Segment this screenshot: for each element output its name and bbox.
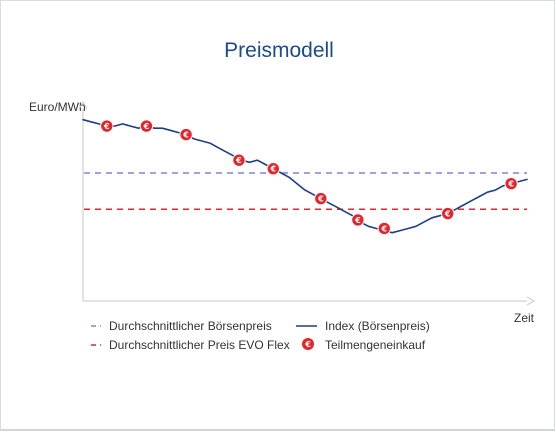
y-axis-arrow <box>78 100 88 110</box>
axes <box>78 100 536 306</box>
euro-icon: € <box>103 122 110 131</box>
teilmengeneinkauf-marker-circle <box>232 153 246 167</box>
legend: Durchschnittlicher Börsenpreis Index (Bö… <box>91 319 430 352</box>
teilmengeneinkauf-marker-circle <box>139 119 154 133</box>
euro-icon: € <box>269 165 276 174</box>
y-axis-label: Euro/MWh <box>29 100 86 114</box>
teilmengeneinkauf-marker-circle <box>441 206 455 221</box>
chart-title: Preismodell <box>224 39 334 62</box>
legend-item-evo-flex: Durchschnittlicher Preis EVO Flex <box>91 338 290 352</box>
legend-item-durchschnittlicher-boersenpreis: Durchschnittlicher Börsenpreis <box>91 319 272 333</box>
euro-icon: € <box>444 210 451 219</box>
teilmengeneinkauf-marker: € <box>179 127 193 142</box>
teilmengeneinkauf-marker-circle <box>100 119 114 133</box>
euro-icon: € <box>182 131 189 140</box>
series-layer <box>82 118 528 234</box>
euro-icon: € <box>143 122 150 131</box>
teilmengeneinkauf-marker-circle <box>314 191 328 206</box>
legend-label-evo-flex: Durchschnittlicher Preis EVO Flex <box>109 338 290 352</box>
teilmengeneinkauf-marker: € <box>504 176 518 191</box>
legend-item-teilmengeneinkauf: € Teilmengeneinkauf <box>302 338 426 352</box>
legend-item-index: Index (Börsenpreis) <box>296 319 430 333</box>
teilmengeneinkauf-marker-circle <box>266 162 280 176</box>
teilmengeneinkauf-marker: € <box>139 119 154 133</box>
legend-label-teilmengeneinkauf: Teilmengeneinkauf <box>325 338 426 352</box>
euro-icon: € <box>507 180 514 189</box>
legend-symbol-teilmengeneinkauf <box>302 338 314 350</box>
teilmengeneinkauf-marker-circle <box>351 213 365 227</box>
teilmengeneinkauf-marker: € <box>266 162 280 176</box>
teilmengeneinkauf-marker: € <box>232 153 246 167</box>
teilmengeneinkauf-marker: € <box>314 191 328 206</box>
euro-icon: € <box>380 224 387 233</box>
marker-layer: € € € € € € € € € € <box>100 119 518 236</box>
teilmengeneinkauf-marker-circle <box>377 221 391 236</box>
legend-label-avg-boersenpreis: Durchschnittlicher Börsenpreis <box>109 319 272 333</box>
legend-label-index: Index (Börsenpreis) <box>325 319 430 333</box>
teilmengeneinkauf-marker: € <box>377 221 391 236</box>
teilmengeneinkauf-marker: € <box>441 206 455 221</box>
euro-icon: € <box>354 216 361 225</box>
teilmengeneinkauf-marker: € <box>100 119 114 133</box>
teilmengeneinkauf-marker-circle <box>504 176 518 191</box>
x-axis-label: Zeit <box>514 311 535 325</box>
index-series-line <box>82 118 528 234</box>
euro-icon: € <box>235 156 242 165</box>
euro-icon: € <box>317 195 324 204</box>
x-axis-arrow <box>526 296 536 306</box>
teilmengeneinkauf-marker: € <box>351 213 365 227</box>
legend-euro-icon: € <box>304 340 311 349</box>
teilmengeneinkauf-marker-circle <box>179 127 193 142</box>
